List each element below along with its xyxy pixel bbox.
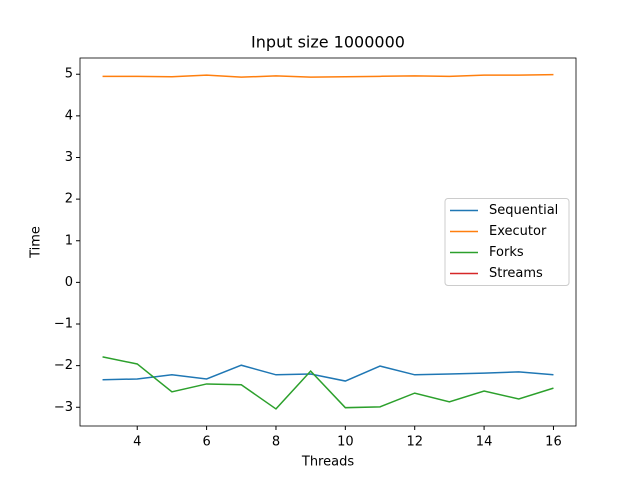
y-tick-label: 2 — [65, 192, 73, 207]
y-tick-label: 1 — [65, 233, 73, 248]
legend-label: Executor — [489, 224, 547, 239]
x-tick-label: 14 — [476, 435, 493, 450]
x-tick-label: 12 — [406, 435, 423, 450]
series-line — [102, 356, 554, 410]
series-line — [102, 73, 554, 78]
plot-frame — [79, 57, 577, 427]
y-tick-label: 5 — [65, 67, 73, 82]
series-line — [102, 364, 554, 382]
x-tick-label: 16 — [545, 435, 562, 450]
y-tick-label: 4 — [65, 108, 73, 123]
legend-label: Forks — [489, 245, 524, 260]
x-tick-label: 4 — [133, 435, 141, 450]
x-axis-label: Threads — [301, 455, 354, 470]
chart-title: Input size 1000000 — [251, 33, 405, 52]
y-tick-label: −3 — [54, 400, 73, 415]
y-tick-label: 0 — [65, 275, 73, 290]
x-tick-label: 10 — [337, 435, 354, 450]
legend-label: Streams — [489, 266, 543, 281]
y-tick-label: −2 — [54, 358, 73, 373]
x-tick-label: 6 — [202, 435, 210, 450]
legend-label: Sequential — [489, 203, 558, 218]
y-tick-label: −1 — [54, 317, 73, 332]
y-tick-label: 3 — [65, 150, 73, 165]
legend-box — [444, 198, 570, 286]
x-tick-label: 8 — [272, 435, 280, 450]
y-axis-label: Time — [29, 226, 44, 259]
